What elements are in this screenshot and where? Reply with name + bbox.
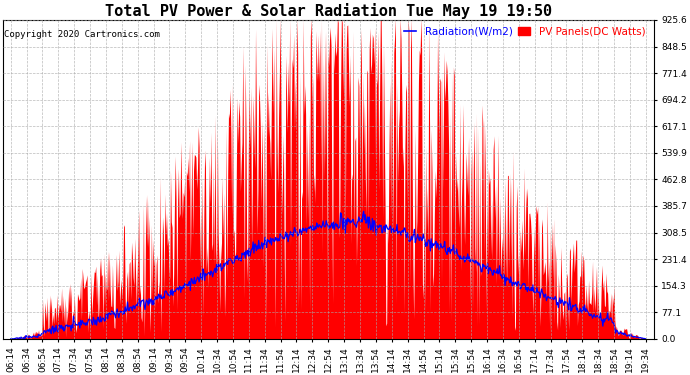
- Title: Total PV Power & Solar Radiation Tue May 19 19:50: Total PV Power & Solar Radiation Tue May…: [105, 3, 552, 19]
- Legend: Radiation(W/m2), PV Panels(DC Watts): Radiation(W/m2), PV Panels(DC Watts): [404, 27, 645, 37]
- Text: Copyright 2020 Cartronics.com: Copyright 2020 Cartronics.com: [4, 30, 160, 39]
